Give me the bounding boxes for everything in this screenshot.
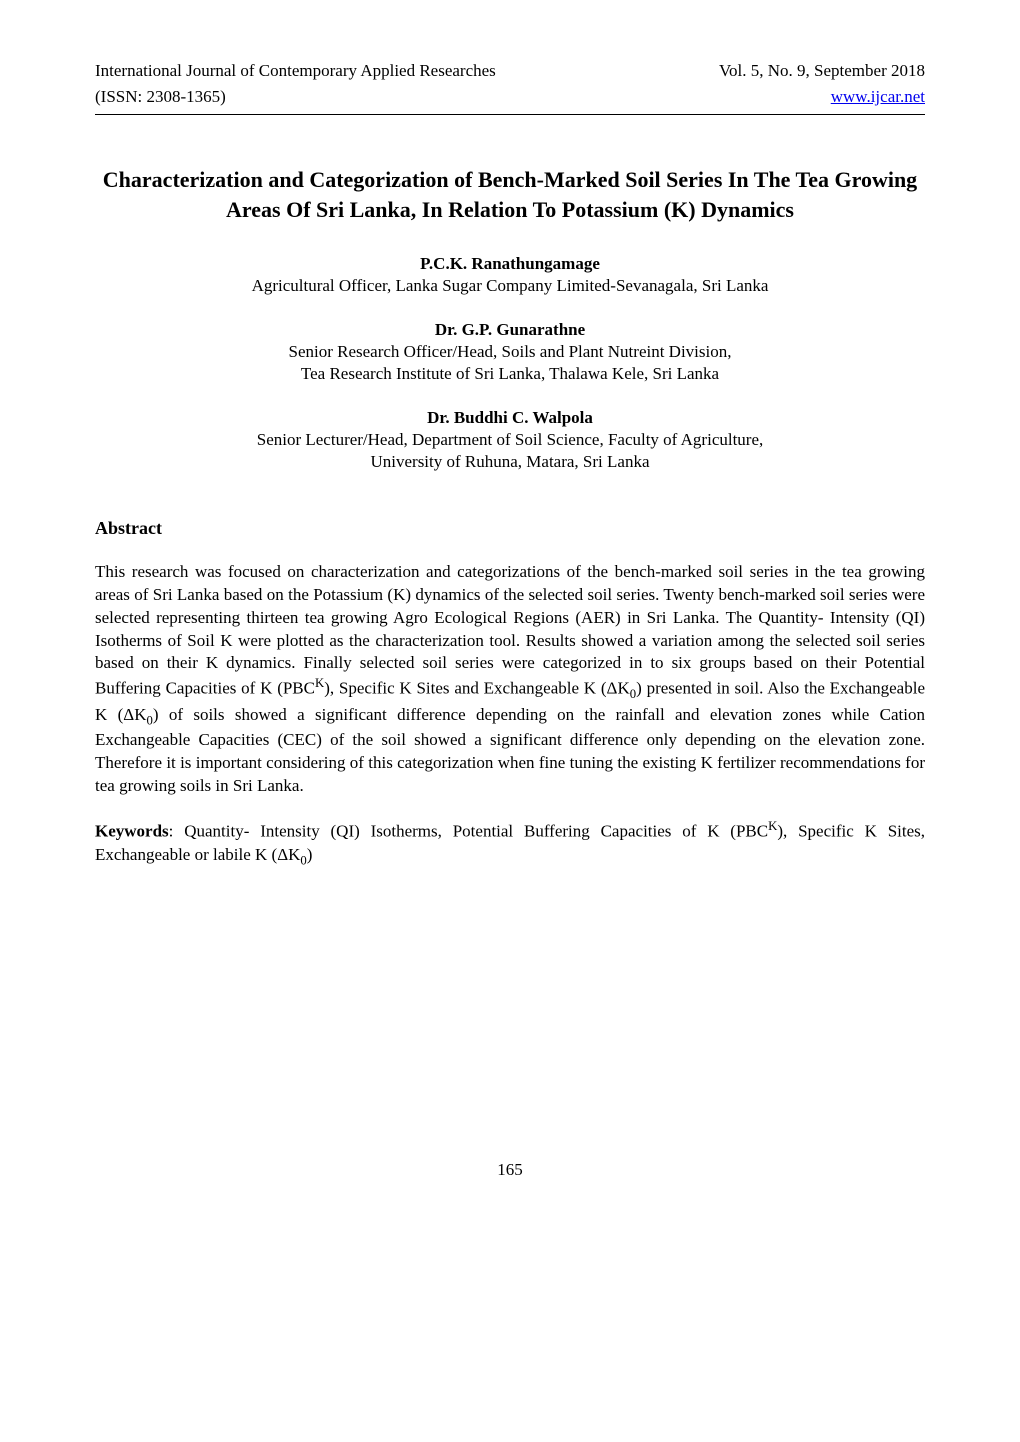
abstract-span-pre: This research was focused on characteriz… — [95, 562, 925, 698]
author-block-2: Dr. G.P. Gunarathne Senior Research Offi… — [95, 319, 925, 385]
author-block-3: Dr. Buddhi C. Walpola Senior Lecturer/He… — [95, 407, 925, 473]
issue-info: Vol. 5, No. 9, September 2018 — [719, 60, 925, 82]
issn: (ISSN: 2308-1365) — [95, 86, 226, 108]
author-name-3: Dr. Buddhi C. Walpola — [95, 407, 925, 429]
journal-url-link[interactable]: www.ijcar.net — [831, 86, 925, 108]
superscript-K-1: K — [315, 676, 324, 690]
author-block-1: P.C.K. Ranathungamage Agricultural Offic… — [95, 253, 925, 297]
abstract-heading: Abstract — [95, 517, 925, 540]
paper-title: Characterization and Categorization of B… — [95, 165, 925, 224]
author-affil-1-0: Agricultural Officer, Lanka Sugar Compan… — [95, 275, 925, 297]
keywords-label: Keywords — [95, 822, 169, 841]
running-header: International Journal of Contemporary Ap… — [95, 60, 925, 108]
header-row-2: (ISSN: 2308-1365) www.ijcar.net — [95, 86, 925, 108]
author-name-2: Dr. G.P. Gunarathne — [95, 319, 925, 341]
keywords-line: Keywords: Quantity- Intensity (QI) Isoth… — [95, 818, 925, 869]
header-divider — [95, 114, 925, 115]
journal-title: International Journal of Contemporary Ap… — [95, 60, 496, 82]
header-row-1: International Journal of Contemporary Ap… — [95, 60, 925, 82]
abstract-span-post: ) of soils showed a significant differen… — [95, 705, 925, 795]
author-affil-2-1: Tea Research Institute of Sri Lanka, Tha… — [95, 363, 925, 385]
keywords-pre: : Quantity- Intensity (QI) Isotherms, Po… — [169, 822, 768, 841]
author-name-1: P.C.K. Ranathungamage — [95, 253, 925, 275]
author-affil-3-0: Senior Lecturer/Head, Department of Soil… — [95, 429, 925, 451]
superscript-K-2: K — [768, 819, 777, 833]
page-number: 165 — [95, 1159, 925, 1181]
abstract-body: This research was focused on characteriz… — [95, 561, 925, 798]
author-affil-3-1: University of Ruhuna, Matara, Sri Lanka — [95, 451, 925, 473]
abstract-span-mid1: ), Specific K Sites and Exchangeable K (… — [324, 679, 630, 698]
keywords-post: ) — [307, 845, 313, 864]
author-affil-2-0: Senior Research Officer/Head, Soils and … — [95, 341, 925, 363]
